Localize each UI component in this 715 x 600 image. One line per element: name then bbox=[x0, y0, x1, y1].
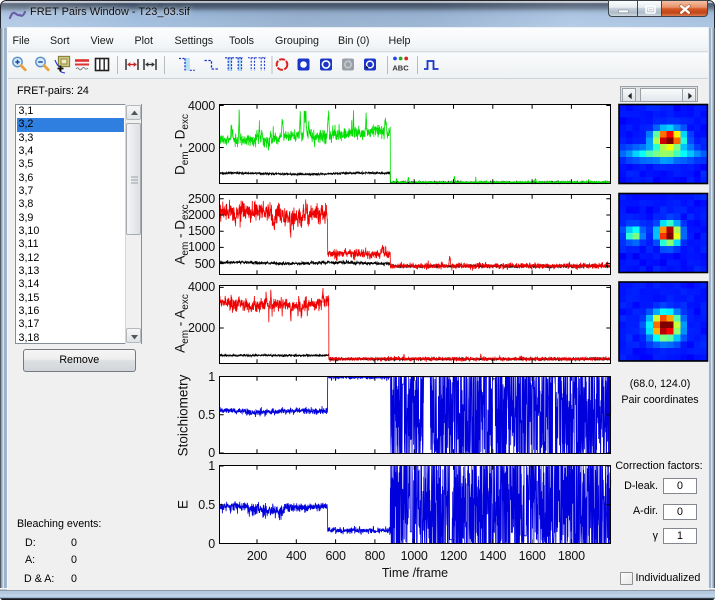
svg-text:ABC: ABC bbox=[392, 64, 409, 73]
